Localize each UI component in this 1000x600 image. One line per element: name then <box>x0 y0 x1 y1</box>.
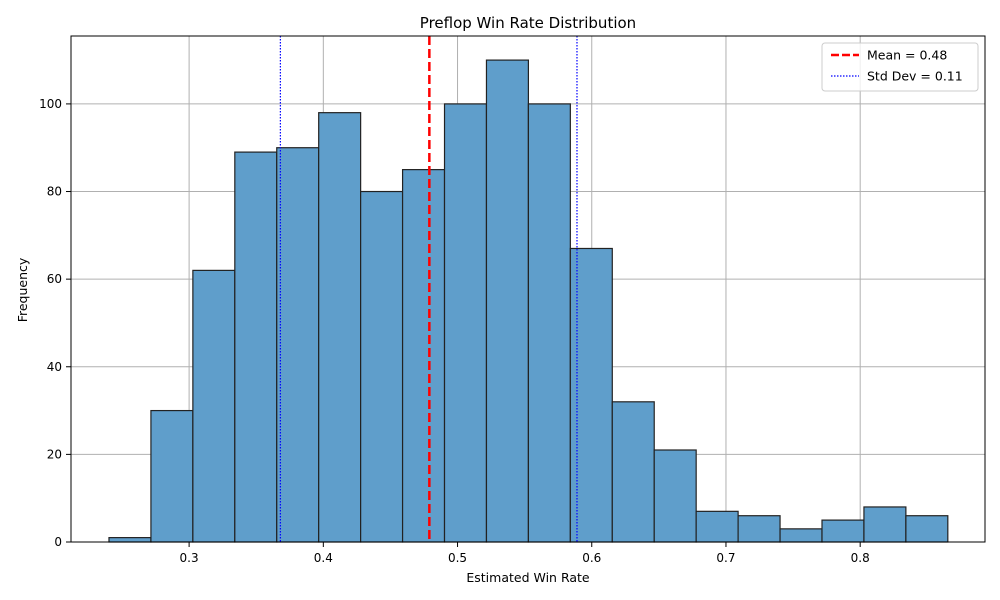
histogram-bar <box>779 528 823 543</box>
histogram-bar <box>695 510 739 543</box>
histogram-bar <box>905 515 949 543</box>
x-tick-label: 0.5 <box>448 551 467 565</box>
x-tick-label: 0.4 <box>314 551 333 565</box>
x-tick-label: 0.7 <box>716 551 735 565</box>
y-tick-label: 100 <box>39 97 62 111</box>
reference-lines <box>279 36 578 542</box>
legend-box <box>821 42 979 92</box>
y-axis-label: Frequency <box>15 257 30 322</box>
histogram-bar <box>821 519 865 543</box>
histogram-bar <box>192 269 236 543</box>
y-axis-ticks: 0 20 40 60 80 100 <box>39 97 71 549</box>
plot-frame <box>70 35 986 543</box>
y-tick-label: 60 <box>47 272 62 286</box>
histogram-bar <box>318 112 362 543</box>
y-tick-label: 20 <box>47 447 62 461</box>
histogram-bars <box>108 59 949 543</box>
histogram-bar <box>360 190 404 543</box>
histogram-bar <box>234 151 278 543</box>
y-tick-label: 40 <box>47 360 62 374</box>
histogram-bar <box>863 506 907 543</box>
legend: Mean = 0.48 Std Dev = 0.11 <box>821 42 979 92</box>
legend-label: Std Dev = 0.11 <box>867 69 963 84</box>
histogram-bar <box>653 449 697 543</box>
y-tick-label: 0 <box>54 535 62 549</box>
histogram-bar <box>276 147 320 543</box>
x-tick-label: 0.8 <box>851 551 870 565</box>
x-tick-label: 0.3 <box>180 551 199 565</box>
histogram-bar <box>150 409 194 543</box>
histogram-bar <box>443 103 488 543</box>
histogram-bar <box>569 247 613 543</box>
histogram-bar <box>108 537 152 543</box>
legend-label: Mean = 0.48 <box>867 48 947 63</box>
y-tick-label: 80 <box>47 185 62 199</box>
histogram-bar <box>527 103 571 543</box>
x-axis-label: Estimated Win Rate <box>466 570 590 585</box>
x-axis-ticks: 0.3 0.4 0.5 0.6 0.7 0.8 <box>180 542 870 565</box>
histogram-bar <box>737 515 781 543</box>
histogram-bar <box>611 401 655 543</box>
histogram-bar <box>485 59 530 543</box>
chart-title: Preflop Win Rate Distribution <box>420 14 636 32</box>
histogram-bar <box>401 169 446 543</box>
x-tick-label: 0.6 <box>582 551 601 565</box>
